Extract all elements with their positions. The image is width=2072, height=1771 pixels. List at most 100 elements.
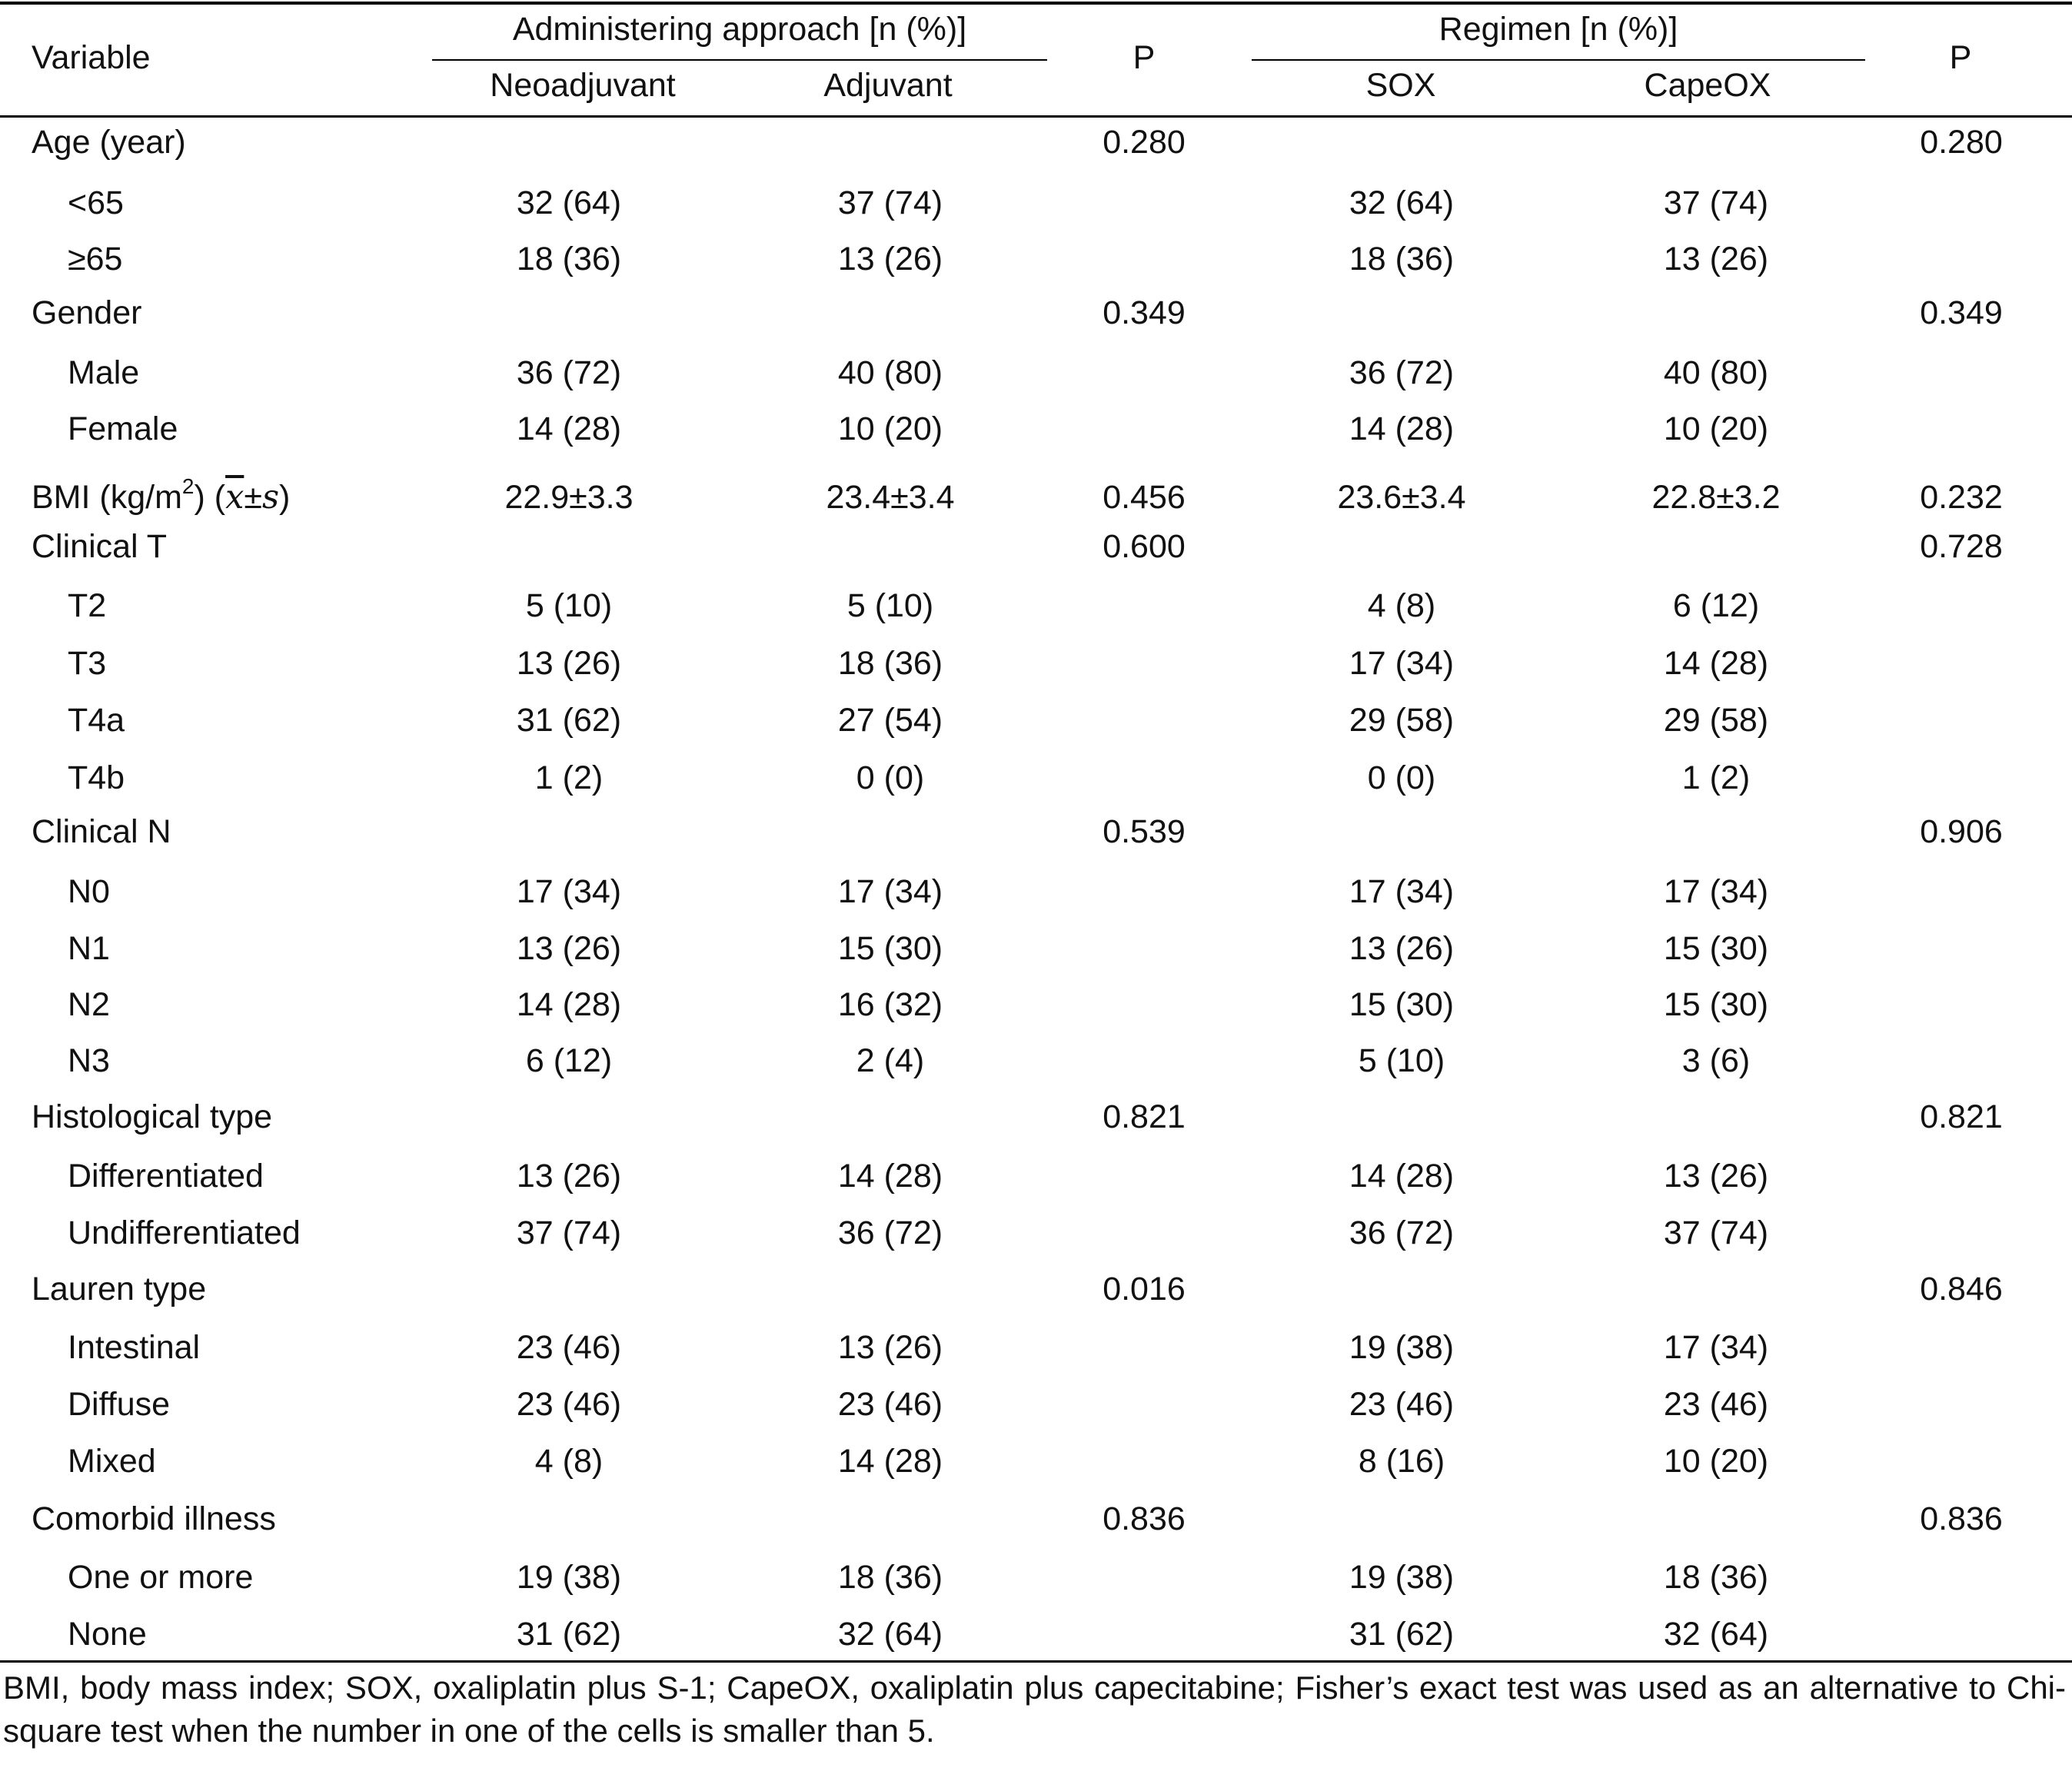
cell-capeox: 10 (20) — [1663, 1443, 1769, 1480]
row-label: Comorbid illness — [32, 1500, 276, 1537]
cell-sox: 15 (30) — [1349, 986, 1455, 1023]
cell-neoadjuvant: 36 (72) — [516, 354, 622, 391]
bmi-label-prefix: BMI (kg/m — [32, 479, 182, 516]
cell-sox: 14 (28) — [1349, 1158, 1455, 1195]
cell-capeox: 37 (74) — [1663, 1214, 1769, 1251]
cell-sox: 18 (36) — [1349, 241, 1455, 277]
cell-p-approach: 0.821 — [1103, 1098, 1186, 1135]
cell-p-regimen: 0.232 — [1920, 479, 2003, 516]
cell-adjuvant: 14 (28) — [837, 1443, 943, 1480]
cell-p-approach: 0.280 — [1103, 124, 1186, 161]
row-sublabel: T3 — [68, 645, 107, 682]
row-sublabel: ≥65 — [68, 241, 123, 277]
cell-capeox: 6 (12) — [1672, 587, 1760, 624]
cell-adjuvant: 0 (0) — [856, 759, 925, 796]
bmi-label-mean-symbol: x — [225, 478, 244, 517]
cell-capeox: 40 (80) — [1663, 354, 1769, 391]
cell-sox: 0 (0) — [1367, 759, 1436, 796]
cell-sox: 4 (8) — [1367, 587, 1436, 624]
cell-adjuvant: 17 (34) — [837, 873, 943, 910]
cell-p-approach: 0.456 — [1103, 479, 1186, 516]
header-col-neoadjuvant: Neoadjuvant — [490, 67, 676, 104]
row-label: Clinical T — [32, 528, 168, 565]
table-bottom-rule — [0, 1660, 2072, 1663]
header-p-approach: P — [1132, 39, 1156, 76]
cell-capeox: 22.8±3.2 — [1651, 479, 1781, 516]
cell-capeox: 15 (30) — [1663, 930, 1769, 967]
cell-neoadjuvant: 14 (28) — [516, 410, 622, 447]
bmi-label-suffix: ) — [279, 479, 291, 516]
row-sublabel: T4a — [68, 702, 125, 739]
row-label: Lauren type — [32, 1271, 207, 1307]
row-sublabel: Undifferentiated — [68, 1214, 301, 1251]
cell-adjuvant: 2 (4) — [856, 1042, 925, 1079]
cell-sox: 19 (38) — [1349, 1559, 1455, 1596]
bmi-label-mid: ) ( — [194, 479, 226, 516]
cell-adjuvant: 18 (36) — [837, 645, 943, 682]
cell-neoadjuvant: 13 (26) — [516, 930, 622, 967]
header-group-administering-approach: Administering approach [n (%)] — [512, 11, 967, 48]
cell-neoadjuvant: 22.9±3.3 — [504, 479, 634, 516]
table-footnote: BMI, body mass index; SOX, oxaliplatin p… — [3, 1670, 2066, 1749]
row-label: Age (year) — [32, 124, 186, 161]
cell-p-regimen: 0.728 — [1920, 528, 2003, 565]
cell-adjuvant: 23.4±3.4 — [826, 479, 955, 516]
cell-neoadjuvant: 13 (26) — [516, 1158, 622, 1195]
row-label: Clinical N — [32, 813, 171, 850]
cell-sox: 8 (16) — [1358, 1443, 1445, 1480]
header-col-sox: SOX — [1365, 67, 1436, 104]
table-top-rule — [0, 2, 2072, 5]
row-label: Histological type — [32, 1098, 273, 1135]
cell-neoadjuvant: 14 (28) — [516, 986, 622, 1023]
cell-p-regimen: 0.906 — [1920, 813, 2003, 850]
row-sublabel: Mixed — [68, 1443, 156, 1480]
bmi-label-superscript: 2 — [181, 473, 195, 498]
group1-underline — [432, 59, 1047, 61]
cell-sox: 19 (38) — [1349, 1329, 1455, 1366]
cell-adjuvant: 14 (28) — [837, 1158, 943, 1195]
cell-capeox: 14 (28) — [1663, 645, 1769, 682]
cell-neoadjuvant: 1 (2) — [534, 759, 604, 796]
cell-neoadjuvant: 31 (62) — [516, 1616, 622, 1653]
cell-capeox: 29 (58) — [1663, 702, 1769, 739]
cell-adjuvant: 16 (32) — [837, 986, 943, 1023]
row-sublabel: Diffuse — [68, 1386, 171, 1423]
cell-capeox: 32 (64) — [1663, 1616, 1769, 1653]
cell-p-approach: 0.349 — [1103, 294, 1186, 331]
row-sublabel: <65 — [68, 184, 124, 221]
cell-sox: 36 (72) — [1349, 1214, 1455, 1251]
cell-sox: 29 (58) — [1349, 702, 1455, 739]
cell-capeox: 13 (26) — [1663, 1158, 1769, 1195]
cell-capeox: 17 (34) — [1663, 873, 1769, 910]
header-group-regimen: Regimen [n (%)] — [1438, 11, 1678, 48]
cell-capeox: 10 (20) — [1663, 410, 1769, 447]
cell-sox: 5 (10) — [1358, 1042, 1445, 1079]
header-p-regimen: P — [1949, 39, 1972, 76]
cell-p-regimen: 0.836 — [1920, 1500, 2003, 1537]
cell-sox: 31 (62) — [1349, 1616, 1455, 1653]
cell-neoadjuvant: 4 (8) — [534, 1443, 604, 1480]
cell-p-approach: 0.600 — [1103, 528, 1186, 565]
cell-neoadjuvant: 32 (64) — [516, 184, 622, 221]
cell-sox: 23 (46) — [1349, 1386, 1455, 1423]
cell-p-regimen: 0.821 — [1920, 1098, 2003, 1135]
group2-underline — [1252, 59, 1865, 61]
row-sublabel: N2 — [68, 986, 110, 1023]
cell-p-regimen: 0.280 — [1920, 124, 2003, 161]
row-label: Gender — [32, 294, 142, 331]
header-col-capeox: CapeOX — [1644, 67, 1771, 104]
cell-neoadjuvant: 18 (36) — [516, 241, 622, 277]
cell-capeox: 37 (74) — [1663, 184, 1769, 221]
cell-adjuvant: 40 (80) — [837, 354, 943, 391]
bmi-label-sd-symbol: s — [261, 478, 280, 517]
header-variable: Variable — [32, 39, 151, 76]
cell-p-regimen: 0.349 — [1920, 294, 2003, 331]
cell-adjuvant: 5 (10) — [846, 587, 934, 624]
cell-adjuvant: 27 (54) — [837, 702, 943, 739]
cell-sox: 17 (34) — [1349, 645, 1455, 682]
row-label-bmi: BMI (kg/m2) (x±s) — [32, 474, 290, 520]
row-sublabel: T4b — [68, 759, 125, 796]
row-sublabel: N1 — [68, 930, 110, 967]
cell-adjuvant: 15 (30) — [837, 930, 943, 967]
cell-adjuvant: 18 (36) — [837, 1559, 943, 1596]
